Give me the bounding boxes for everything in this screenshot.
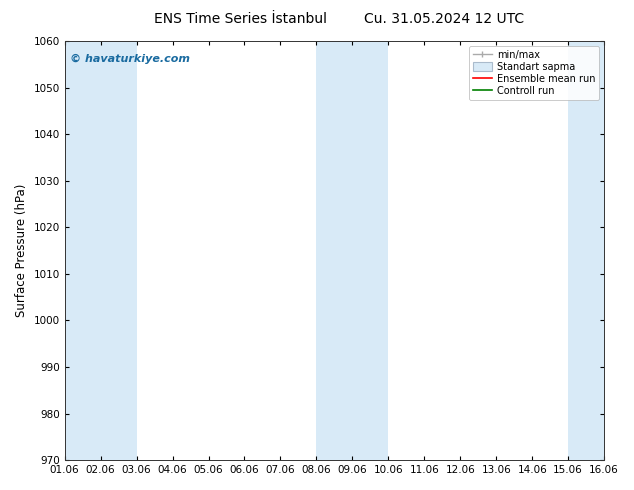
Text: ENS Time Series İstanbul: ENS Time Series İstanbul [155, 12, 327, 26]
Bar [353, 41, 389, 460]
Text: Cu. 31.05.2024 12 UTC: Cu. 31.05.2024 12 UTC [364, 12, 524, 26]
Bar [604, 41, 634, 460]
Bar [65, 41, 101, 460]
Y-axis label: Surface Pressure (hPa): Surface Pressure (hPa) [15, 184, 28, 318]
Bar [568, 41, 604, 460]
Legend: min/max, Standart sapma, Ensemble mean run, Controll run: min/max, Standart sapma, Ensemble mean r… [469, 46, 599, 99]
Bar [101, 41, 136, 460]
Bar [316, 41, 353, 460]
Text: © havaturkiye.com: © havaturkiye.com [70, 53, 190, 64]
